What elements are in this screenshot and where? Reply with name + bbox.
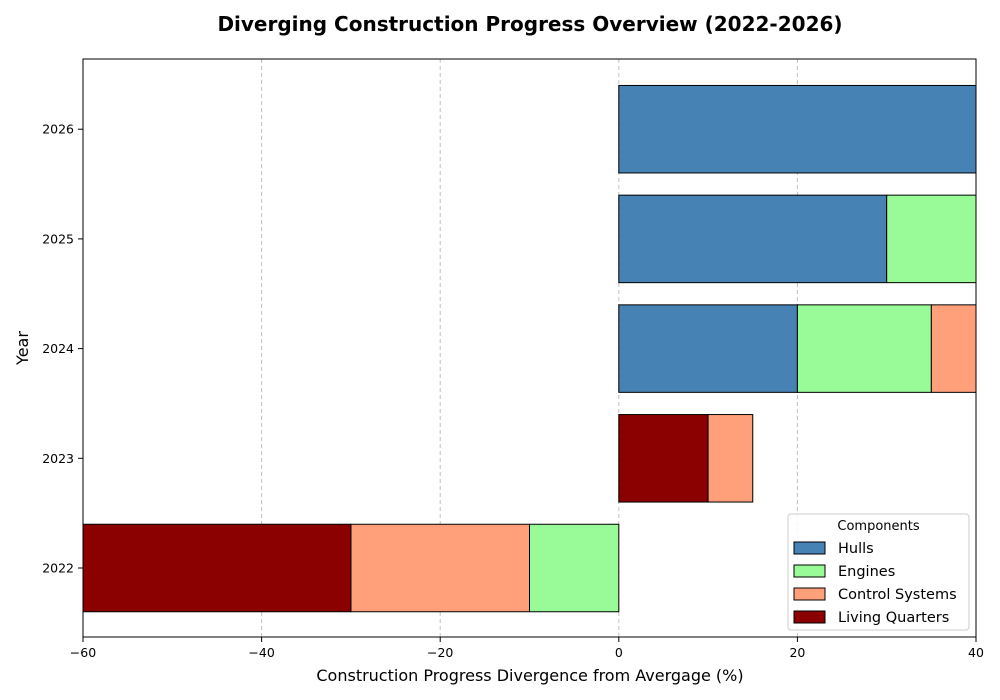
legend-title: Components [837,519,919,534]
x-tick-label: −20 [427,645,453,660]
x-axis-label: Construction Progress Divergence from Av… [316,666,743,685]
x-tick-label: 20 [789,645,805,660]
bar-segment [618,414,709,503]
plot-frame [82,58,977,638]
chart-title: Diverging Construction Progress Overview… [217,12,842,36]
bar-segment [930,304,977,393]
y-axis-ticks: 2022 2023 2024 2025 2026 [42,122,83,576]
x-tick-label: −60 [70,645,96,660]
x-tick-label: −40 [248,645,274,660]
bar-segment [886,194,977,284]
legend: Components Hulls Engines Control Systems Liv… [787,513,970,631]
y-tick-label: 2022 [42,561,74,576]
bar-segment [796,304,932,393]
bar-segment [350,523,530,613]
bar-segment [618,194,888,284]
x-tick-label: 40 [968,645,984,660]
legend-box [787,513,970,631]
legend-swatch [793,541,826,555]
y-tick-label: 2025 [42,231,74,246]
legend-swatch [793,564,826,578]
bars [82,84,977,613]
bar-segment [707,414,754,503]
y-tick-label: 2024 [42,341,74,356]
x-tick-label: 0 [615,645,623,660]
y-axis-label: Year [13,331,32,366]
bar-segment [82,523,352,613]
y-tick-label: 2023 [42,451,74,466]
bar-segment [618,304,798,393]
legend-swatch [793,610,826,624]
legend-label: Hulls [838,541,874,557]
y-tick-label: 2026 [42,122,74,137]
bar-segment [618,84,977,174]
legend-label: Control Systems [838,587,957,603]
legend-label: Engines [838,564,895,580]
x-axis-ticks: −60 −40 −20 0 20 40 [70,637,984,660]
legend-swatch [793,587,826,601]
legend-label: Living Quarters [838,610,949,626]
bar-segment [529,523,620,613]
